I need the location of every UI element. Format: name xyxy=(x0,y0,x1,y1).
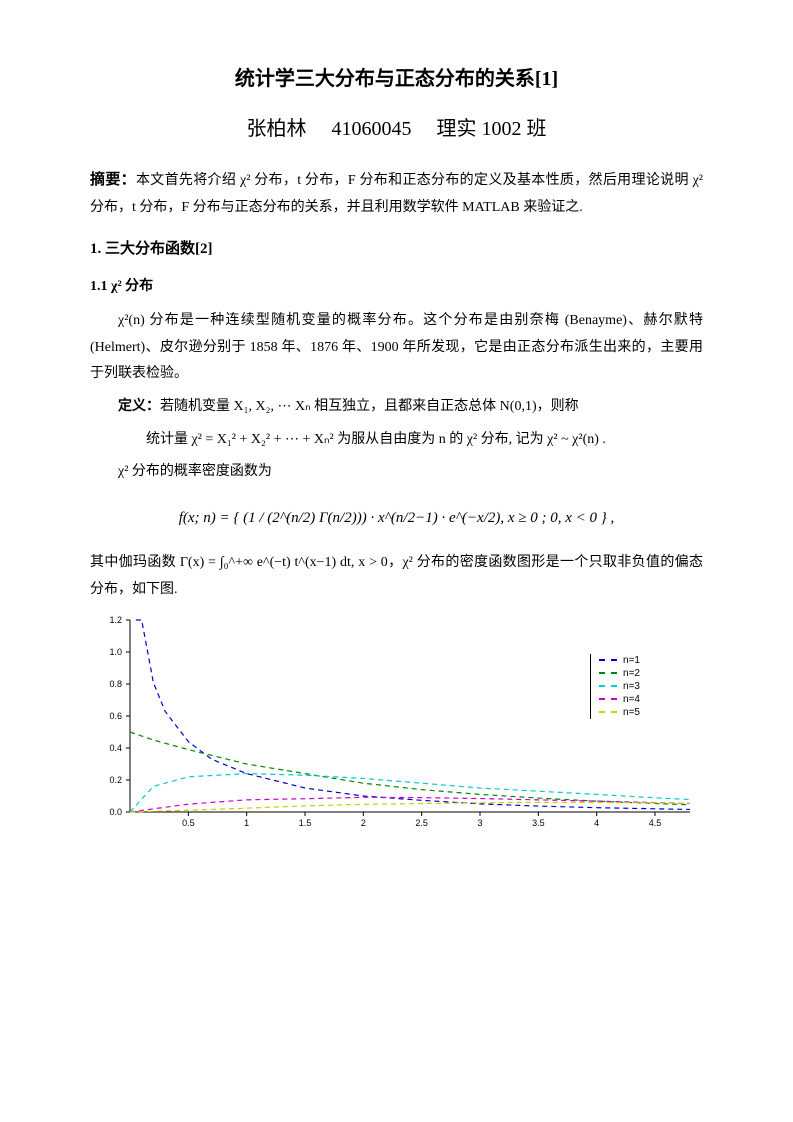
legend-swatch xyxy=(599,659,617,661)
legend-swatch xyxy=(599,685,617,687)
chart-legend: n=1n=2n=3n=4n=5 xyxy=(590,654,640,719)
chi2-density-chart: 0.5 1 1.5 2 2.5 3 3.5 4 4.5 0.0 0.2 0.4 0.6 0.8 1.0 1.2… xyxy=(90,614,700,834)
svg-text:0.5: 0.5 xyxy=(182,818,195,828)
svg-text:2: 2 xyxy=(361,818,366,828)
svg-text:3: 3 xyxy=(477,818,482,828)
author-id: 41060045 xyxy=(332,118,412,140)
chart-svg: 0.5 1 1.5 2 2.5 3 3.5 4 4.5 0.0 0.2 0.4 0.6 0.8 1.0 1.2 xyxy=(90,614,700,834)
svg-text:2.5: 2.5 xyxy=(415,818,428,828)
svg-text:4: 4 xyxy=(594,818,599,828)
section-1-heading: 1. 三大分布函数[2] xyxy=(90,235,703,264)
legend-swatch xyxy=(599,672,617,674)
svg-text:0.8: 0.8 xyxy=(109,679,122,689)
def-body: 若随机变量 X₁, X₂, ⋯ Xₙ 相互独立，且都来自正态总体 N(0,1)，… xyxy=(160,399,579,414)
abstract: 摘要：本文首先将介绍 χ² 分布，t 分布，F 分布和正态分布的定义及基本性质，… xyxy=(90,166,703,221)
formula-text: f(x; n) = { (1 / (2^(n/2) Γ(n/2))) · x^(… xyxy=(179,510,615,526)
definition-line1: 定义：若随机变量 X₁, X₂, ⋯ Xₙ 相互独立，且都来自正态总体 N(0,… xyxy=(90,394,703,421)
pdf-formula: f(x; n) = { (1 / (2^(n/2) Γ(n/2))) · x^(… xyxy=(90,504,703,533)
svg-text:4.5: 4.5 xyxy=(649,818,662,828)
svg-text:0.6: 0.6 xyxy=(109,711,122,721)
legend-label: n=5 xyxy=(623,703,640,722)
legend-swatch xyxy=(599,711,617,713)
abstract-body: 本文首先将介绍 χ² 分布，t 分布，F 分布和正态分布的定义及基本性质，然后用… xyxy=(90,173,703,215)
page-title: 统计学三大分布与正态分布的关系[1] xyxy=(90,60,703,98)
author-name: 张柏林 xyxy=(247,118,307,140)
abstract-label: 摘要： xyxy=(90,172,136,188)
author-line: 张柏林 41060045 理实 1002 班 xyxy=(90,110,703,148)
para-pdf-intro: χ² 分布的概率密度函数为 xyxy=(90,459,703,486)
definition-line2: 统计量 χ² = X₁² + X₂² + ⋯ + Xₙ² 为服从自由度为 n 的… xyxy=(90,427,703,454)
svg-text:3.5: 3.5 xyxy=(532,818,545,828)
svg-text:1.2: 1.2 xyxy=(109,615,122,625)
def-label: 定义： xyxy=(118,399,160,414)
legend-row: n=5 xyxy=(599,706,640,719)
svg-text:0.0: 0.0 xyxy=(109,807,122,817)
svg-text:0.2: 0.2 xyxy=(109,775,122,785)
svg-text:0.4: 0.4 xyxy=(109,743,122,753)
svg-text:1.5: 1.5 xyxy=(299,818,312,828)
legend-swatch xyxy=(599,698,617,700)
section-1-1-heading: 1.1 χ² 分布 xyxy=(90,274,703,301)
para-chi2-intro: χ²(n) 分布是一种连续型随机变量的概率分布。这个分布是由别奈梅 (Benay… xyxy=(90,308,703,388)
para-gamma: 其中伽玛函数 Γ(x) = ∫₀^+∞ e^(−t) t^(x−1) dt, x… xyxy=(90,550,703,603)
svg-text:1: 1 xyxy=(244,818,249,828)
svg-text:1.0: 1.0 xyxy=(109,647,122,657)
author-class: 理实 1002 班 xyxy=(437,118,547,140)
